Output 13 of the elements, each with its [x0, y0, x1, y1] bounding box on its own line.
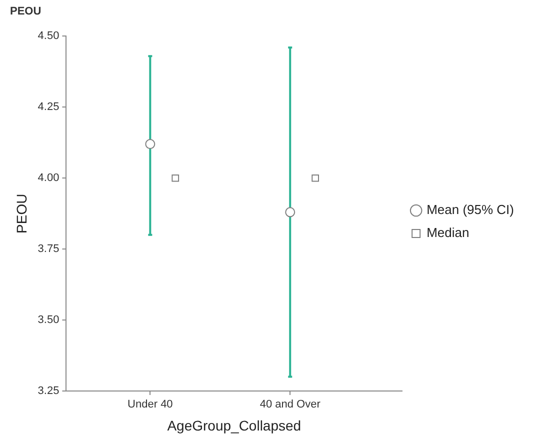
y-tick-label: 4.00 — [38, 172, 60, 184]
x-tick-label: 40 and Over — [260, 398, 321, 411]
y-tick-label: 3.50 — [38, 314, 60, 326]
y-tick-label: 3.25 — [38, 385, 60, 398]
y-tick-label: 3.75 — [38, 243, 60, 256]
x-axis-title: AgeGroup_Collapsed — [167, 417, 302, 434]
legend-label: Mean (95% CI) — [426, 202, 514, 218]
legend-label: Median — [426, 225, 470, 240]
y-tick-label: 4.25 — [38, 101, 60, 114]
y-axis-title: PEOU — [13, 194, 30, 234]
x-tick-label: Under 40 — [128, 398, 173, 411]
y-tick-label: 4.50 — [38, 30, 60, 42]
chart-title: PEOU — [10, 6, 42, 18]
